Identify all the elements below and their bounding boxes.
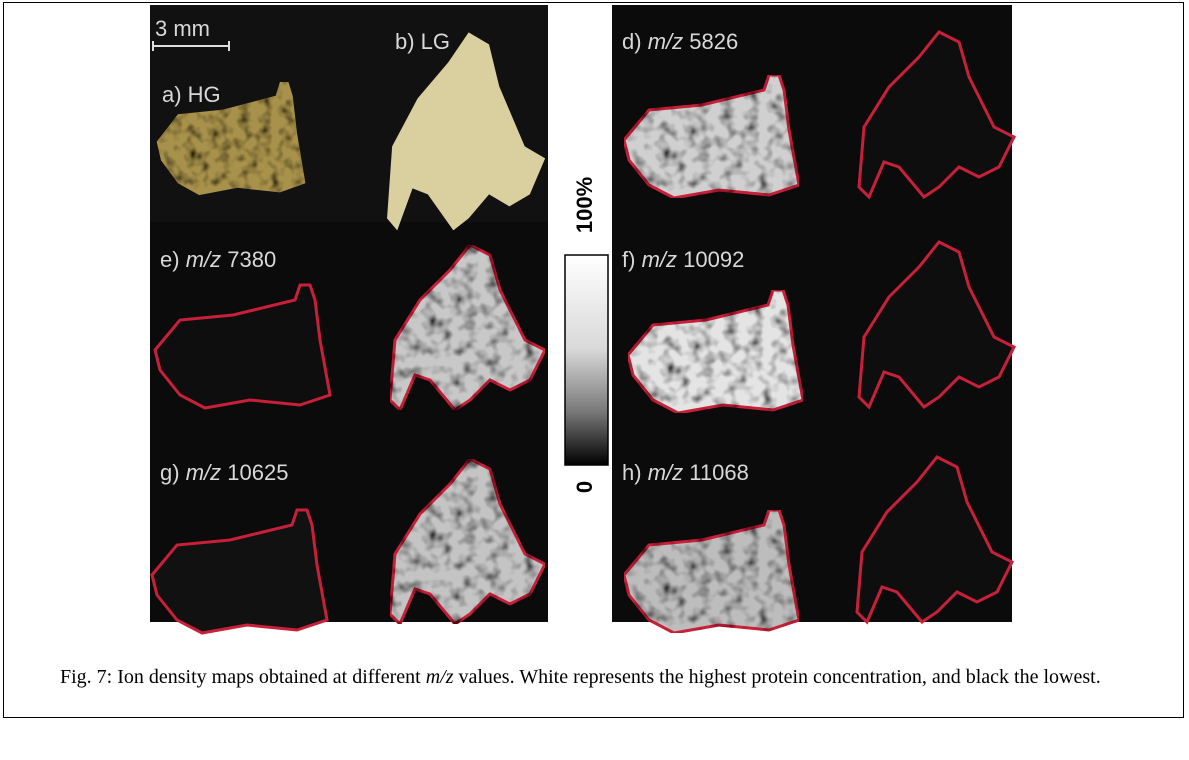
panel-label: e) m/z 7380 [160,247,276,272]
panel-label: b) LG [395,29,450,54]
caption-text: Fig. 7: Ion density maps obtained at dif… [60,666,426,688]
panel-label: h) m/z 11068 [622,460,749,485]
colorbar-max: 100% [572,177,597,233]
panel-label: f) m/z 10092 [622,247,744,272]
colorbar-min: 0 [572,481,597,493]
panel-label: d) m/z 5826 [622,29,738,54]
scale-bar-label: 3 mm [155,16,210,41]
panel-label: g) m/z 10625 [160,460,288,485]
colorbar [565,255,608,465]
caption-text: values. White represents the highest pro… [453,666,1100,688]
page: 3 mm a) HG b) LG d) m/z 5826 e) m/z 7380… [0,0,1189,760]
caption-italic: m/z [426,666,454,688]
panel-label: a) HG [162,82,221,107]
caption: Fig. 7: Ion density maps obtained at dif… [8,664,1180,691]
figure: 3 mm a) HG b) LG d) m/z 5826 e) m/z 7380… [0,0,1189,650]
